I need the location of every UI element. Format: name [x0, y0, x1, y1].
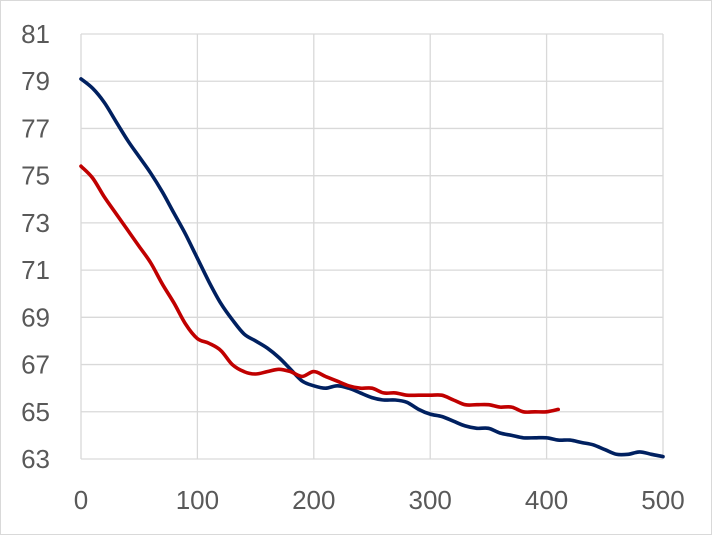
y-tick-label-77: 77 [21, 113, 50, 143]
grid [80, 33, 664, 460]
x-axis-tick-labels: 0 100 200 300 400 500 [74, 485, 685, 515]
x-tick-label-0: 0 [74, 485, 88, 515]
y-tick-label-75: 75 [21, 161, 50, 191]
y-tick-label-67: 67 [21, 350, 50, 380]
y-tick-label-65: 65 [21, 397, 50, 427]
x-tick-label-200: 200 [292, 485, 335, 515]
y-tick-label-73: 73 [21, 208, 50, 238]
y-tick-label-69: 69 [21, 302, 50, 332]
y-axis-tick-labels: 63 65 67 69 71 73 75 77 79 81 [21, 19, 50, 474]
x-tick-label-300: 300 [409, 485, 452, 515]
x-tick-label-500: 500 [641, 485, 684, 515]
series-line-1 [79, 77, 665, 459]
series-line-2 [79, 164, 560, 414]
x-tick-label-100: 100 [176, 485, 219, 515]
x-tick-label-400: 400 [525, 485, 568, 515]
y-tick-label-63: 63 [21, 444, 50, 474]
y-tick-label-81: 81 [21, 19, 50, 49]
series-lines [79, 77, 665, 459]
y-tick-label-79: 79 [21, 66, 50, 96]
y-tick-label-71: 71 [21, 255, 50, 285]
